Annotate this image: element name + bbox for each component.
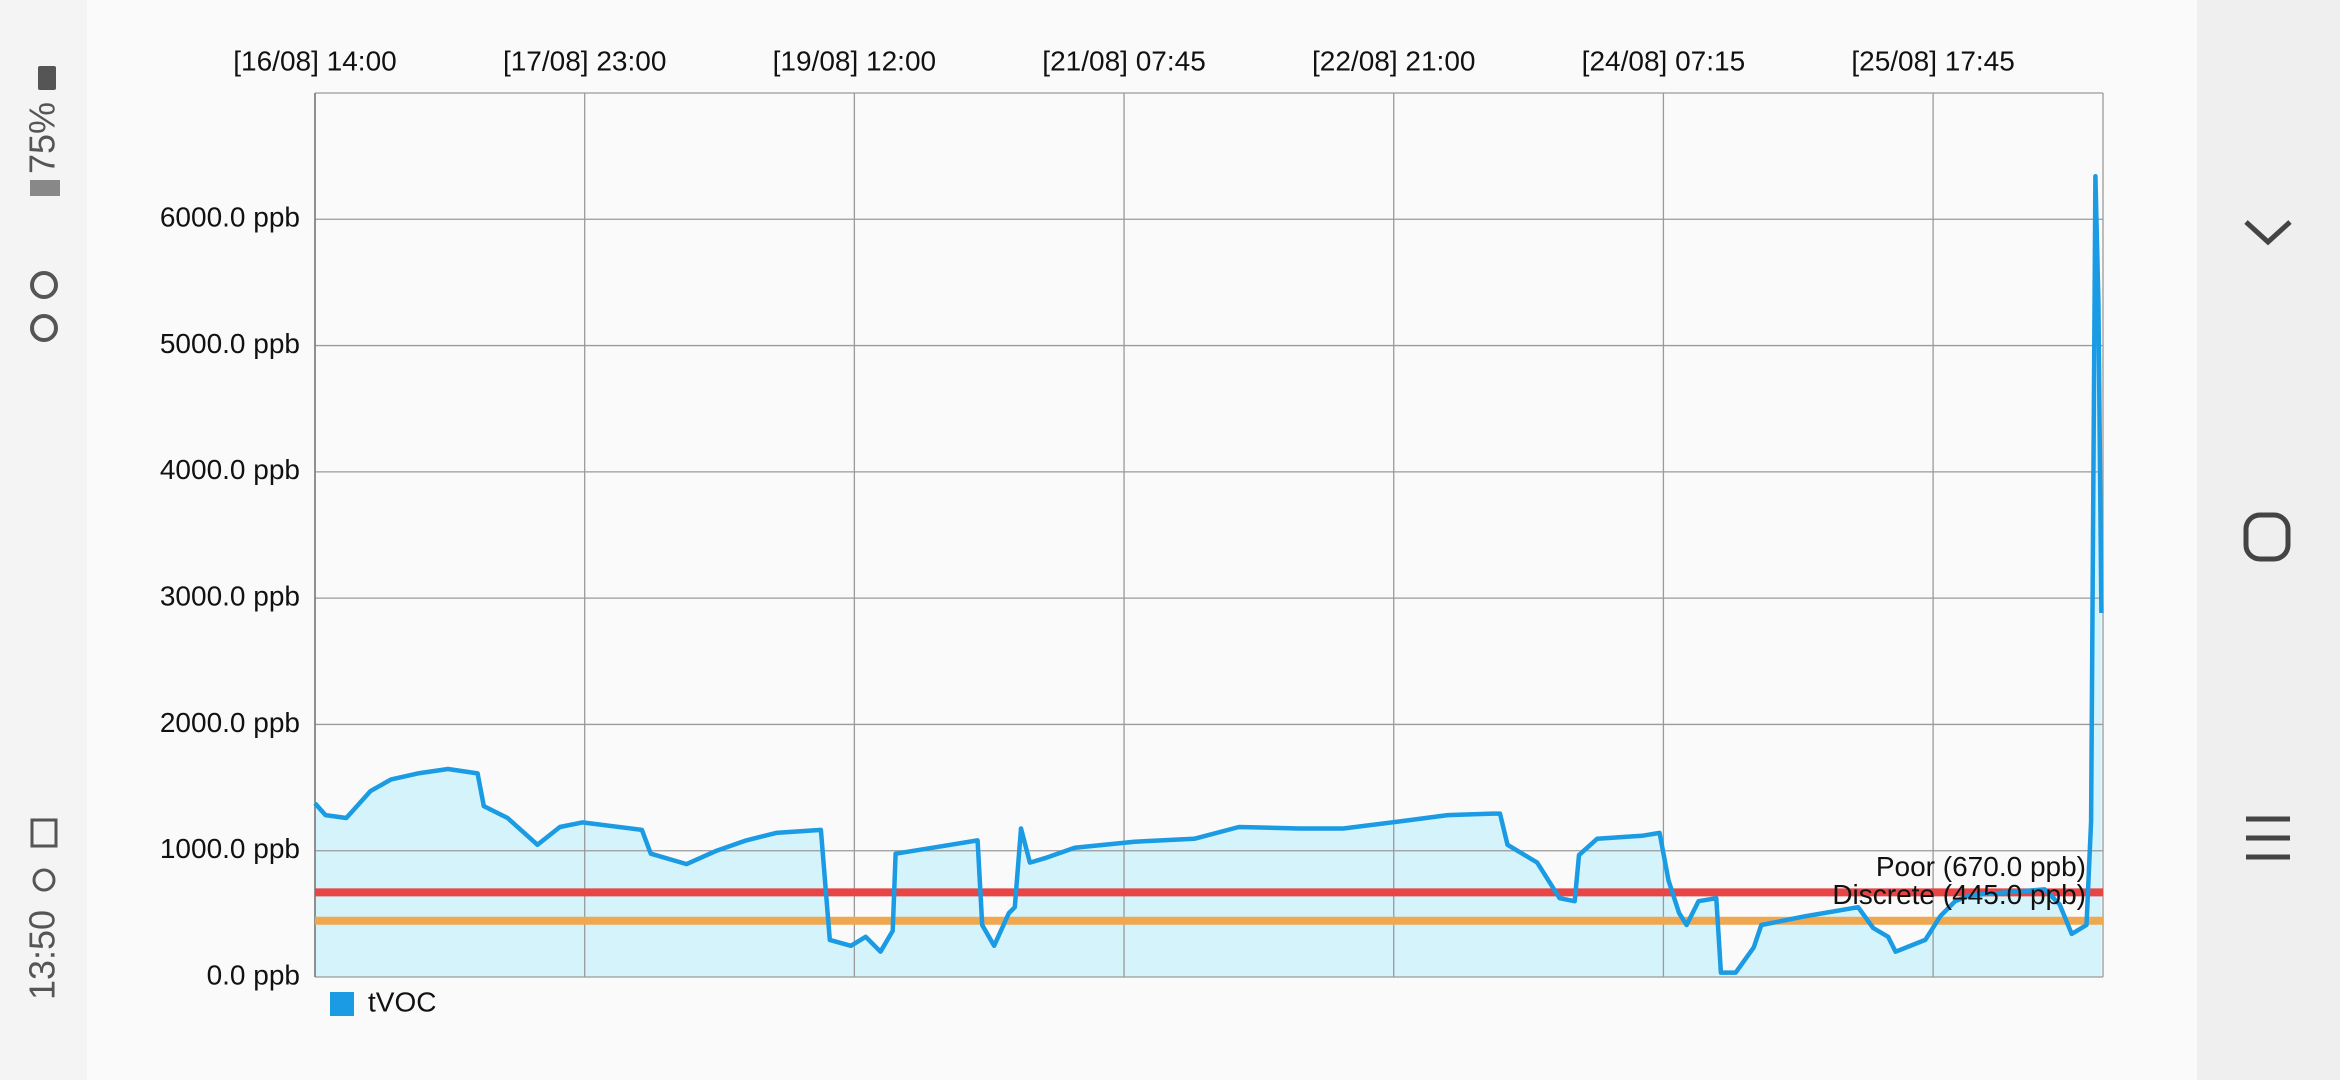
y-tick-label: 2000.0 ppb xyxy=(160,707,300,738)
battery-level: 75% xyxy=(22,102,63,174)
x-tick-label: [16/08] 14:00 xyxy=(233,45,396,76)
y-tick-label: 3000.0 ppb xyxy=(160,581,300,612)
y-tick-label: 1000.0 ppb xyxy=(160,833,300,864)
notification-icon xyxy=(30,818,58,848)
y-tick-label: 0.0 ppb xyxy=(207,959,300,990)
notification-icon xyxy=(32,868,56,892)
x-tick-label: [22/08] 21:00 xyxy=(1312,45,1475,76)
x-tick-label: [17/08] 23:00 xyxy=(503,45,666,76)
area xyxy=(315,176,2102,977)
threshold-label: Discrete (445.0 ppb) xyxy=(1832,879,2086,910)
x-tick-label: [24/08] 07:15 xyxy=(1582,45,1745,76)
line xyxy=(313,173,2104,975)
x-tick-label: [21/08] 07:45 xyxy=(1042,45,1205,76)
signal-icon xyxy=(30,180,60,196)
y-tick-label: 5000.0 ppb xyxy=(160,328,300,359)
threshold-label: Poor (670.0 ppb) xyxy=(1876,851,2086,882)
legend-label: tVOC xyxy=(368,986,436,1017)
status-icons: 75% 13:50 xyxy=(22,66,63,1000)
recents-button[interactable] xyxy=(2246,816,2290,860)
home-button[interactable] xyxy=(2243,512,2291,562)
chart: 0.0 ppb 1000.0 ppb 2000.0 ppb 3000.0 ppb 400… xyxy=(160,45,2104,1017)
alarm-icon xyxy=(30,314,58,342)
y-tick-label: 4000.0 ppb xyxy=(160,454,300,485)
x-tick-label: [25/08] 17:45 xyxy=(1851,45,2014,76)
x-tick-label: [19/08] 12:00 xyxy=(773,45,936,76)
collapse-button[interactable] xyxy=(2244,220,2292,246)
navigation-bar xyxy=(2197,0,2340,1080)
battery-icon xyxy=(38,66,56,90)
legend-swatch xyxy=(330,992,354,1016)
clock: 13:50 xyxy=(22,910,63,1000)
wifi-icon xyxy=(30,271,58,299)
y-tick-label: 6000.0 ppb xyxy=(160,202,300,233)
